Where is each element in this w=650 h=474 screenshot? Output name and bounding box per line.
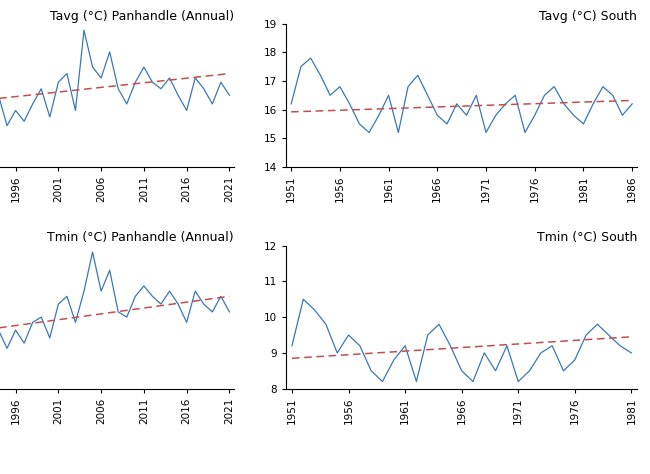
Text: Tavg (°C) Panhandle (Annual): Tavg (°C) Panhandle (Annual) [49,9,234,23]
Text: Tmin (°C) South: Tmin (°C) South [537,231,637,245]
Text: Tmin (°C) Panhandle (Annual): Tmin (°C) Panhandle (Annual) [47,231,234,245]
Text: Tavg (°C) South: Tavg (°C) South [539,9,637,23]
